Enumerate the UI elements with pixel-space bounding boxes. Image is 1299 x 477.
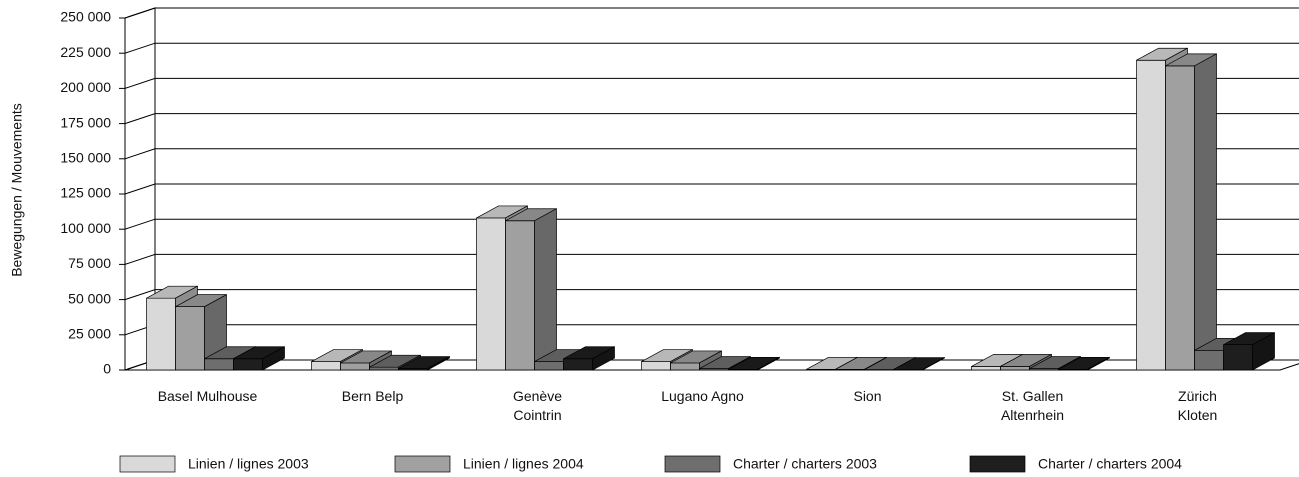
- bar-face: [534, 208, 557, 371]
- grid-line: [124, 113, 1299, 125]
- bar-face: [1000, 366, 1030, 371]
- bar: [398, 356, 450, 371]
- legend-label: Linien / lignes 2003: [188, 456, 309, 472]
- y-tick-label: 200 000: [60, 79, 111, 95]
- legend-label: Charter / charters 2004: [1038, 456, 1182, 472]
- x-tick-label: Zürich Kloten: [1177, 388, 1218, 423]
- bar: [728, 356, 780, 371]
- bar: [893, 356, 945, 371]
- bar: [1058, 356, 1110, 371]
- grid-line: [124, 218, 1299, 230]
- grid-line: [124, 7, 1299, 19]
- y-tick-label: 150 000: [60, 150, 111, 166]
- legend-label: Linien / lignes 2004: [463, 456, 584, 472]
- bar-face: [369, 366, 399, 371]
- y-tick-label: 125 000: [60, 185, 111, 201]
- x-tick-label: Genève Cointrin: [512, 388, 563, 423]
- bar: [563, 346, 615, 371]
- x-tick-label: Lugano Agno: [661, 388, 744, 404]
- bar: [1223, 332, 1275, 371]
- legend-swatch: [664, 455, 721, 473]
- bar-face: [204, 358, 234, 371]
- bar-face: [476, 217, 506, 371]
- y-tick-label: 0: [103, 361, 111, 377]
- grid-line: [124, 77, 1299, 89]
- y-tick-label: 175 000: [60, 114, 111, 130]
- legend-swatch: [394, 455, 451, 473]
- grid-line: [124, 289, 1299, 301]
- bar-face: [1194, 53, 1217, 371]
- y-tick-label: 100 000: [60, 220, 111, 236]
- bar-face: [146, 297, 176, 371]
- y-axis-title: Bewegungen / Mouvements: [9, 103, 25, 277]
- bar-face: [427, 356, 450, 371]
- bar-face: [592, 346, 615, 371]
- grid-line: [124, 253, 1299, 265]
- x-tick-label: Sion: [853, 388, 882, 404]
- bar-face: [340, 362, 370, 371]
- bar-face: [670, 362, 700, 371]
- grid-line: [124, 148, 1299, 160]
- bar-face: [922, 356, 945, 371]
- bar-face: [233, 358, 263, 371]
- y-tick-label: 25 000: [68, 326, 111, 342]
- bar-face: [1087, 356, 1110, 371]
- y-tick-label: 225 000: [60, 44, 111, 60]
- legend-swatch: [119, 455, 176, 473]
- bar: [1165, 53, 1217, 371]
- y-tick-label: 75 000: [68, 255, 111, 271]
- bar-face: [1223, 344, 1253, 371]
- bar-face: [534, 361, 564, 371]
- y-tick-label: 50 000: [68, 290, 111, 306]
- bar-face: [311, 361, 341, 371]
- bar: [175, 294, 227, 371]
- bar-face: [971, 366, 1001, 371]
- bar: [233, 346, 285, 371]
- x-tick-label: St. Gallen Altenrhein: [1000, 388, 1065, 423]
- bar-face: [1136, 59, 1166, 371]
- grid-line: [124, 42, 1299, 54]
- x-tick-label: Bern Belp: [341, 388, 404, 404]
- bar-face: [1252, 332, 1275, 371]
- bar-face: [563, 358, 593, 371]
- bar: [505, 208, 557, 371]
- grid-line: [124, 183, 1299, 195]
- legend-label: Charter / charters 2003: [733, 456, 877, 472]
- bar-face: [1165, 65, 1195, 371]
- bar-face: [505, 220, 535, 371]
- legend-swatch: [969, 455, 1026, 473]
- bar-face: [175, 306, 205, 371]
- bar-face: [1194, 349, 1224, 371]
- bar-face: [641, 361, 671, 371]
- y-tick-label: 250 000: [60, 9, 111, 25]
- bar-face: [262, 346, 285, 371]
- x-tick-label: Basel Mulhouse: [157, 388, 258, 404]
- bar-face: [757, 356, 780, 371]
